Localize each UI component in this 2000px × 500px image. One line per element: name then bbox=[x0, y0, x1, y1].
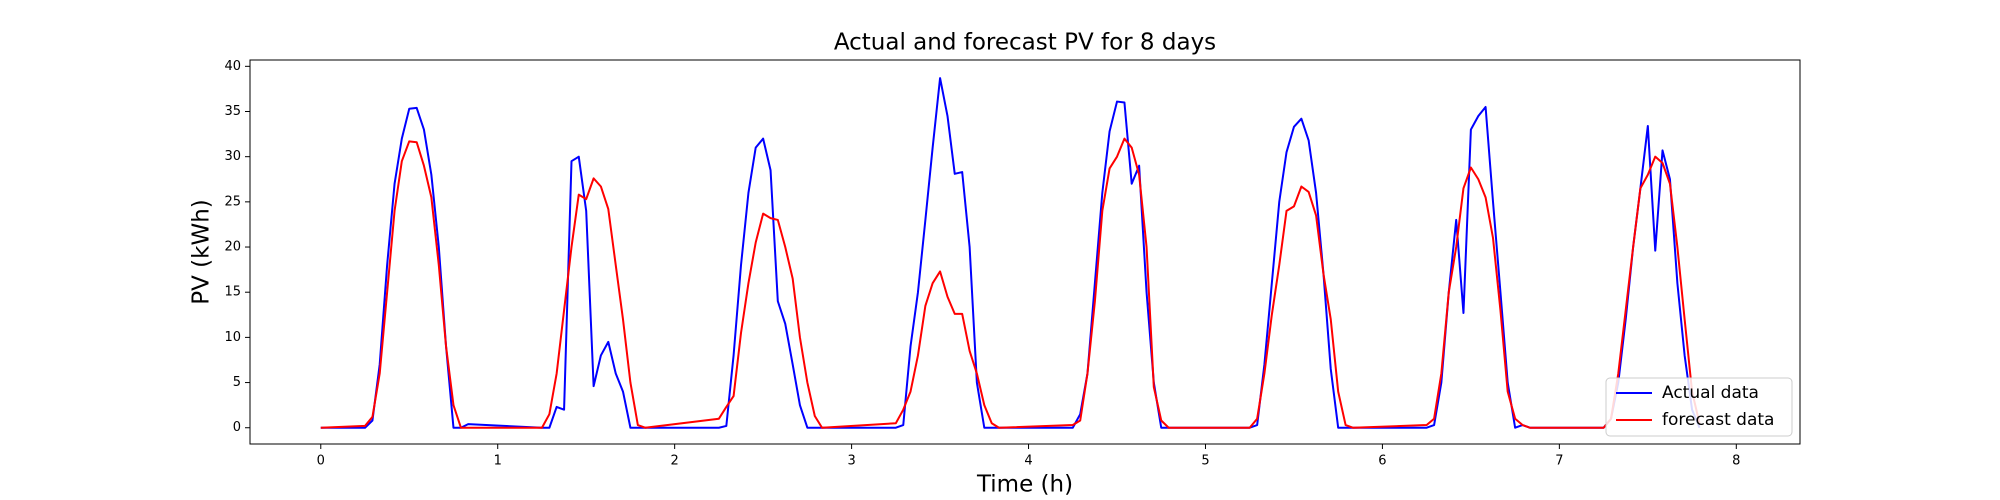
x-tick-label: 4 bbox=[1024, 454, 1032, 469]
x-tick-label: 6 bbox=[1378, 454, 1386, 469]
y-tick-label: 10 bbox=[224, 330, 241, 345]
y-tick-label: 35 bbox=[224, 104, 241, 119]
y-tick-label: 15 bbox=[224, 285, 241, 300]
x-tick-label: 2 bbox=[671, 454, 679, 469]
chart-title: Actual and forecast PV for 8 days bbox=[834, 30, 1216, 56]
y-tick-label: 25 bbox=[224, 194, 241, 209]
legend-label: Actual data bbox=[1662, 383, 1759, 403]
data-line bbox=[320, 77, 1701, 429]
x-tick-label: 0 bbox=[317, 454, 325, 469]
data-line bbox=[320, 137, 1701, 429]
x-tick-label: 8 bbox=[1732, 454, 1740, 469]
x-tick-label: 3 bbox=[847, 454, 855, 469]
y-tick-label: 30 bbox=[224, 149, 241, 164]
y-axis-label: PV (kWh) bbox=[189, 199, 215, 305]
legend-label: forecast data bbox=[1662, 410, 1774, 430]
x-axis-label: Time (h) bbox=[976, 472, 1073, 498]
legend-box bbox=[1605, 377, 1793, 437]
y-tick-label: 20 bbox=[224, 240, 241, 255]
y-tick-label: 40 bbox=[224, 59, 241, 74]
plot-frame bbox=[249, 59, 1801, 445]
x-tick-label: 5 bbox=[1201, 454, 1209, 469]
x-tick-label: 7 bbox=[1555, 454, 1563, 469]
y-tick-label: 5 bbox=[233, 375, 241, 390]
y-tick-label: 0 bbox=[233, 420, 241, 435]
x-tick-label: 1 bbox=[494, 454, 502, 469]
